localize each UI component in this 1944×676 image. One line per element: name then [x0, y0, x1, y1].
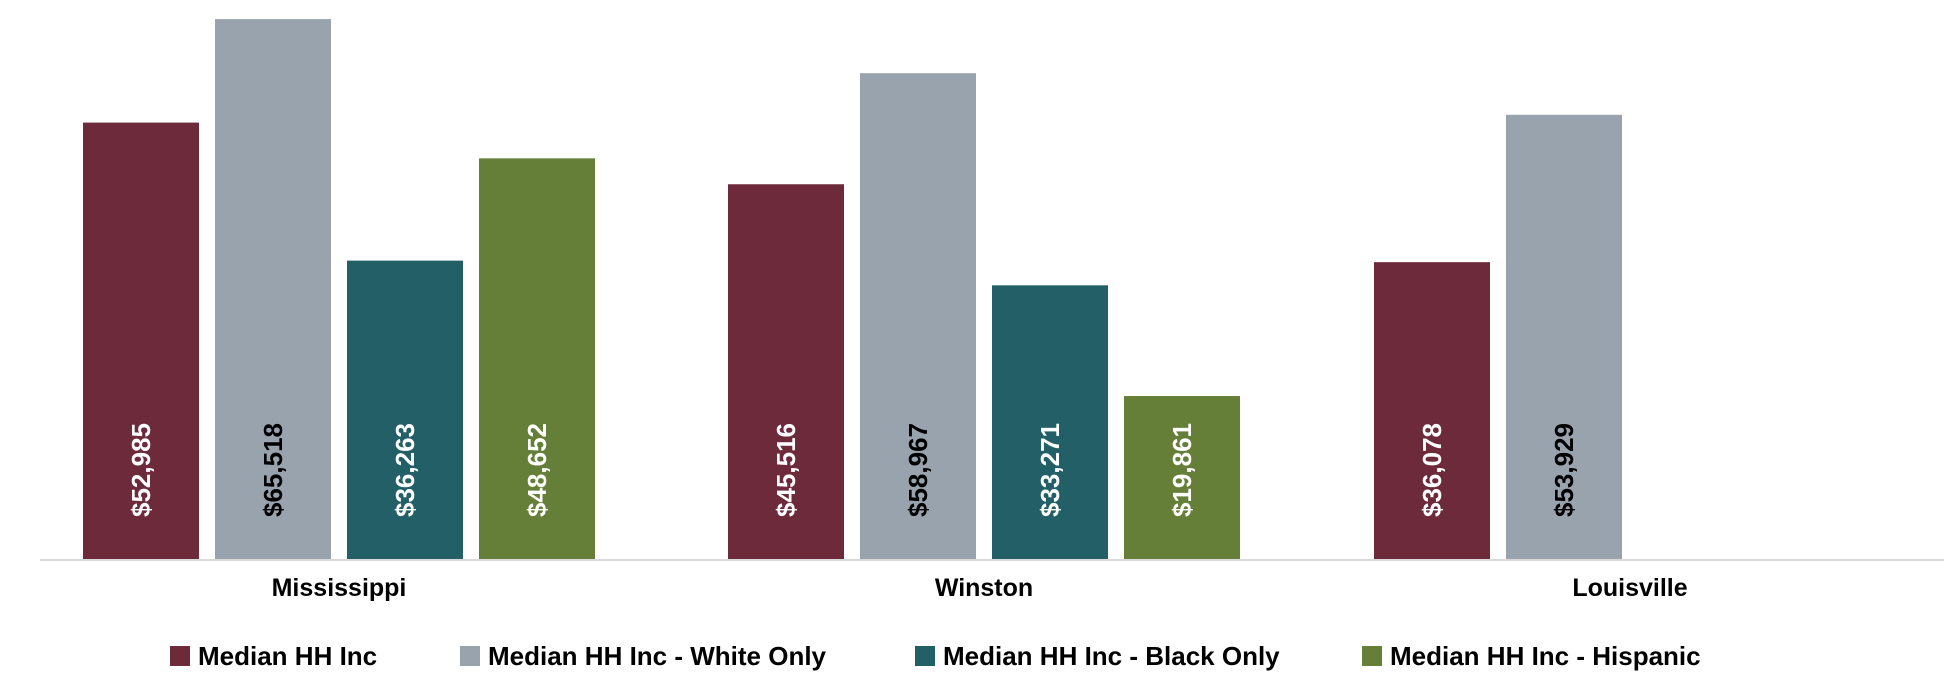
- data-label-mississippi-median-hh-inc-white-only: $65,518: [258, 423, 288, 517]
- data-label-mississippi-median-hh-inc-hispanic: $48,652: [522, 423, 552, 517]
- legend-swatch: [460, 646, 480, 666]
- bar-mississippi-median-hh-inc-hispanic: [479, 158, 595, 560]
- bar-mississippi-median-hh-inc-black-only: [347, 260, 463, 560]
- category-label-louisville: Louisville: [1572, 574, 1687, 602]
- data-label-mississippi-median-hh-inc-black-only: $36,263: [390, 423, 420, 517]
- bar-mississippi-median-hh-inc: [83, 122, 199, 561]
- bar-winston-median-hh-inc: [728, 184, 844, 560]
- legend-swatch: [170, 646, 190, 666]
- category-label-mississippi: Mississippi: [272, 574, 407, 602]
- legend-label: Median HH Inc - White Only: [488, 640, 827, 671]
- legend-item-median-hh-inc-white-only: Median HH Inc - White Only: [460, 636, 826, 676]
- bar-louisville-median-hh-inc: [1374, 262, 1490, 560]
- legend-swatch: [1362, 646, 1382, 666]
- data-label-louisville-median-hh-inc: $36,078: [1417, 423, 1447, 517]
- data-label-winston-median-hh-inc: $45,516: [771, 423, 801, 517]
- legend: Median HH Inc Median HH Inc - White Only M…: [0, 636, 1944, 676]
- data-label-winston-median-hh-inc-white-only: $58,967: [903, 423, 933, 517]
- bar-winston-median-hh-inc-black-only: [992, 285, 1108, 560]
- legend-label: Median HH Inc - Hispanic: [1390, 640, 1701, 671]
- category-labels: Mississippi Winston Louisville: [272, 574, 1688, 602]
- bar-winston-median-hh-inc-hispanic: [1124, 396, 1240, 560]
- legend-label: Median HH Inc - Black Only: [943, 640, 1280, 671]
- bar-mississippi-median-hh-inc-white-only: [215, 19, 331, 560]
- legend-item-median-hh-inc-black-only: Median HH Inc - Black Only: [915, 636, 1280, 676]
- bar-winston-median-hh-inc-white-only: [860, 73, 976, 560]
- legend-swatch: [915, 646, 935, 666]
- data-label-louisville-median-hh-inc-white-only: $53,929: [1549, 423, 1579, 517]
- bars-layer: $52,985 $65,518 $36,263 $48,652 $45,516 $58,9…: [83, 19, 1622, 561]
- data-label-winston-median-hh-inc-black-only: $33,271: [1035, 423, 1065, 517]
- data-label-mississippi-median-hh-inc: $52,985: [126, 423, 156, 517]
- legend-item-median-hh-inc: Median HH Inc: [170, 636, 377, 676]
- legend-item-median-hh-inc-hispanic: Median HH Inc - Hispanic: [1362, 636, 1701, 676]
- legend-label: Median HH Inc: [198, 640, 378, 671]
- data-label-winston-median-hh-inc-hispanic: $19,861: [1167, 423, 1197, 517]
- category-label-winston: Winston: [935, 574, 1033, 602]
- bar-louisville-median-hh-inc-white-only: [1506, 114, 1622, 560]
